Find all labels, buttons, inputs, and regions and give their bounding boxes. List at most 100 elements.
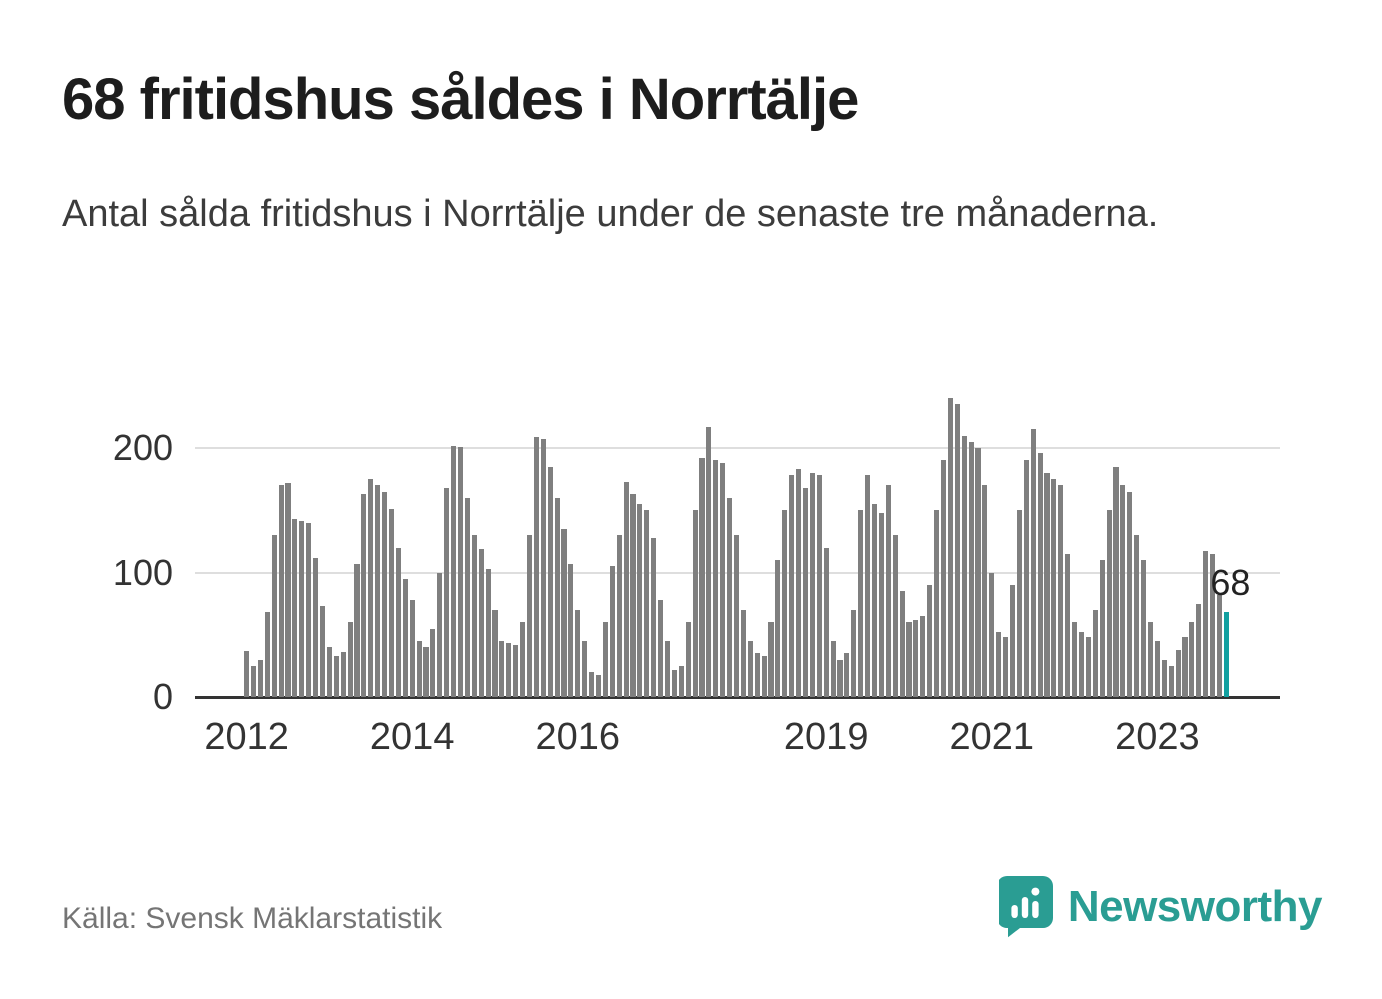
bar [920,616,926,697]
newsworthy-logo-text: Newsworthy [1067,882,1323,931]
bar [257,659,263,697]
bar [1141,560,1147,697]
bar [692,510,698,697]
bar [747,640,753,697]
highlighted-bar [1223,612,1229,697]
source-note: Källa: Svensk Mäklarstatistik [62,902,443,935]
bar [1065,553,1071,697]
bar [423,647,429,697]
bar [313,557,319,697]
bar [851,609,857,697]
last-value-label: 68 [1210,562,1251,604]
bar [1016,510,1022,697]
bar [402,578,408,697]
bar [844,653,850,697]
bar [954,404,960,697]
x-axis-tick-label: 2014 [369,716,455,758]
bar [996,632,1002,697]
bar [375,485,381,697]
bar [319,606,326,697]
bar [602,622,608,697]
bar [892,535,898,697]
bar [858,510,864,697]
bar [1085,637,1091,697]
bar [782,510,788,697]
bar [513,644,519,697]
bar [1072,622,1078,697]
bar [830,640,836,697]
bar [651,537,657,697]
bar [975,448,981,697]
bar [1037,452,1043,697]
bar [802,487,809,697]
bar [1216,594,1223,697]
bar [1210,553,1216,697]
bar [1161,659,1167,697]
bar [940,460,947,697]
bar [1113,466,1119,697]
newsworthy-logo-icon [998,876,1053,938]
bar [1182,637,1188,697]
bar [271,535,277,697]
bar [506,643,512,697]
bar [471,535,477,697]
bar [451,445,457,697]
bar [250,665,257,697]
bar [340,652,346,697]
bar [485,568,491,697]
bar [361,494,367,697]
bar [395,547,401,697]
bar [1120,485,1126,697]
bar [1147,622,1154,697]
bar [871,504,878,697]
bar [906,622,912,697]
bar [644,510,650,697]
bar [595,674,602,697]
newsworthy-logo: Newsworthy [998,876,1323,938]
bar [520,622,526,697]
page-title: 68 fritidshus såldes i Norrtälje [62,67,859,132]
bar [865,475,871,697]
bar [720,462,726,697]
bar [333,655,339,697]
bar [347,622,353,697]
bar [878,512,884,697]
bar [1134,535,1140,697]
bar [1196,603,1202,697]
x-axis-tick-label: 2021 [949,716,1035,758]
bar [575,609,581,697]
x-axis-tick-label: 2012 [204,716,289,758]
bar [285,482,291,697]
bar [927,584,933,697]
bar [809,472,815,697]
bar [630,494,636,697]
page-subtitle: Antal sålda fritidshus i Norrtälje under… [62,193,1159,235]
bar [637,504,643,697]
bar [609,566,615,697]
bar [554,497,560,697]
bar [1044,472,1050,697]
x-axis-tick-label: 2019 [783,716,869,758]
bar [540,439,546,697]
bar [1030,429,1036,697]
bar [961,435,967,697]
y-axis-tick-label: 200 [112,427,173,468]
y-axis-tick-label: 100 [112,551,173,593]
bar [582,640,588,697]
bar [568,563,574,697]
bar [1009,584,1016,697]
bar [561,528,567,697]
bar [1058,485,1064,697]
bar [533,436,539,697]
x-axis-tick-label: 2023 [1115,716,1200,758]
bar [1051,479,1057,697]
bar [796,469,802,697]
bar [1092,609,1098,697]
bar [733,535,740,697]
bar [326,647,332,697]
bar [671,669,677,697]
bar [409,599,415,697]
x-axis-line [195,696,1280,699]
bar [388,509,395,697]
bar [444,487,450,697]
